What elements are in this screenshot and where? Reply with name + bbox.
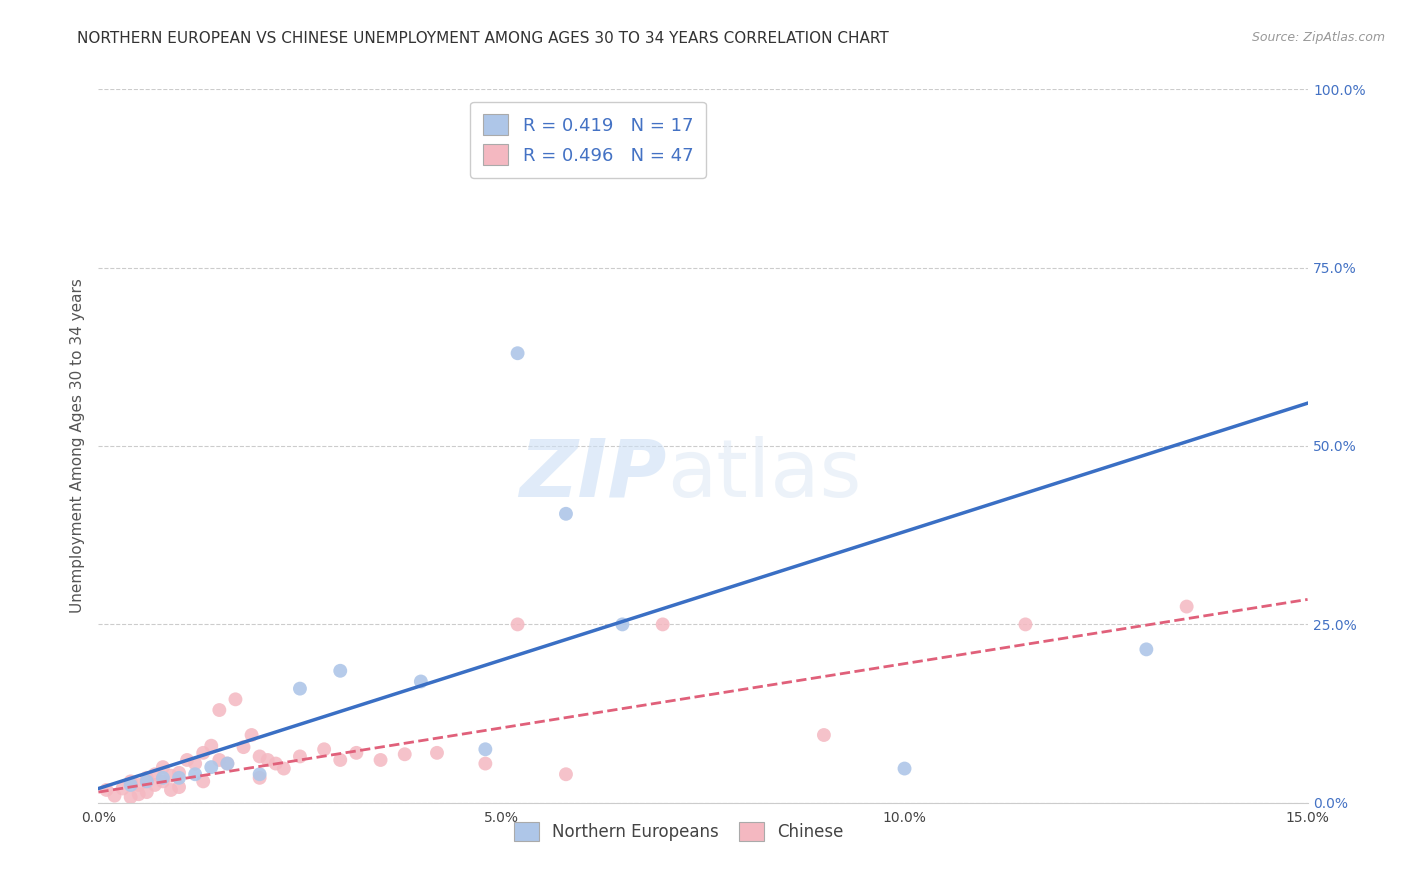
Point xyxy=(208,753,231,767)
Text: NORTHERN EUROPEAN VS CHINESE UNEMPLOYMENT AMONG AGES 30 TO 34 YEARS CORRELATION : NORTHERN EUROPEAN VS CHINESE UNEMPLOYMEN… xyxy=(77,31,889,46)
Y-axis label: Unemployment Among Ages 30 to 34 years: Unemployment Among Ages 30 to 34 years xyxy=(69,278,84,614)
Point xyxy=(555,507,578,521)
Point xyxy=(128,778,150,792)
Point xyxy=(474,756,496,771)
Point xyxy=(1014,617,1036,632)
Point xyxy=(555,767,578,781)
Point xyxy=(217,756,239,771)
Point xyxy=(224,692,246,706)
Text: Source: ZipAtlas.com: Source: ZipAtlas.com xyxy=(1251,31,1385,45)
Point xyxy=(249,767,271,781)
Point xyxy=(256,753,278,767)
Point xyxy=(200,739,222,753)
Text: atlas: atlas xyxy=(666,435,860,514)
Point xyxy=(176,753,198,767)
Point xyxy=(152,760,174,774)
Legend: Northern Europeans, Chinese: Northern Europeans, Chinese xyxy=(508,815,851,848)
Point xyxy=(208,703,231,717)
Point xyxy=(288,749,311,764)
Point xyxy=(264,756,287,771)
Point xyxy=(506,617,529,632)
Point xyxy=(249,771,271,785)
Point xyxy=(135,774,157,789)
Point xyxy=(167,780,190,794)
Point xyxy=(288,681,311,696)
Point xyxy=(143,778,166,792)
Point xyxy=(394,747,416,762)
Point xyxy=(893,762,915,776)
Point xyxy=(426,746,449,760)
Point xyxy=(184,756,207,771)
Point xyxy=(409,674,432,689)
Text: ZIP: ZIP xyxy=(519,435,666,514)
Point xyxy=(329,664,352,678)
Point xyxy=(1135,642,1157,657)
Point xyxy=(474,742,496,756)
Point xyxy=(651,617,673,632)
Point xyxy=(193,774,215,789)
Point xyxy=(329,753,352,767)
Point xyxy=(143,767,166,781)
Point xyxy=(193,746,215,760)
Point xyxy=(1175,599,1198,614)
Point xyxy=(135,785,157,799)
Point xyxy=(160,783,183,797)
Point xyxy=(200,760,222,774)
Point xyxy=(273,762,295,776)
Point xyxy=(314,742,336,756)
Point xyxy=(152,774,174,789)
Point xyxy=(232,740,254,755)
Point xyxy=(240,728,263,742)
Point xyxy=(370,753,392,767)
Point xyxy=(506,346,529,360)
Point xyxy=(167,765,190,780)
Point xyxy=(813,728,835,742)
Point xyxy=(128,787,150,801)
Point xyxy=(612,617,634,632)
Point xyxy=(135,771,157,785)
Point xyxy=(184,767,207,781)
Point xyxy=(96,783,118,797)
Point xyxy=(160,769,183,783)
Point xyxy=(167,771,190,785)
Point xyxy=(344,746,367,760)
Point xyxy=(120,790,142,805)
Point xyxy=(152,771,174,785)
Point xyxy=(249,749,271,764)
Point xyxy=(103,789,125,803)
Point xyxy=(120,778,142,792)
Point xyxy=(217,756,239,771)
Point xyxy=(120,774,142,789)
Point xyxy=(111,781,134,796)
